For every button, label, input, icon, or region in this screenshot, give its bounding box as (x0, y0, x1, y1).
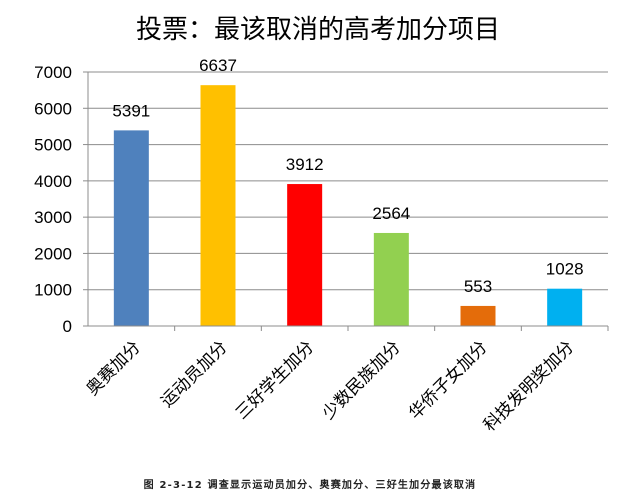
x-tick-label: 奥赛加分 (82, 337, 145, 400)
y-axis: 0 1000 2000 3000 4000 5000 6000 7000 (34, 63, 89, 336)
data-label: 553 (464, 277, 492, 296)
y-tick-label: 2000 (34, 244, 72, 263)
data-label: 6637 (199, 56, 237, 75)
figure-caption: 图 2-3-12 调查显示运动员加分、奥赛加分、三好生加分最该取消 (143, 480, 477, 491)
y-tick-label: 3000 (34, 208, 72, 227)
y-tick-label: 4000 (34, 172, 72, 191)
y-tick-label: 1000 (34, 281, 72, 300)
x-tick-label: 华侨子女加分 (405, 337, 491, 423)
chart-title: 投票：最该取消的高考加分项目 (136, 15, 500, 45)
y-tick-label: 7000 (34, 63, 72, 82)
gridlines (88, 71, 608, 291)
y-tick-label: 5000 (34, 136, 72, 155)
bar (373, 232, 409, 326)
data-label: 5391 (112, 101, 150, 120)
x-tick-label: 运动员加分 (157, 337, 231, 411)
bar (200, 85, 236, 326)
data-label: 1028 (546, 260, 584, 279)
bar-chart: 投票：最该取消的高考加分项目 0 1000 2000 3000 4000 5000 6000… (34, 15, 609, 436)
bar (113, 130, 149, 326)
bar (460, 305, 496, 326)
x-tick-label: 少数民族加分 (319, 337, 405, 423)
x-tick-label: 科技发明奖加分 (480, 337, 578, 435)
x-tick-label: 三好学生加分 (232, 337, 318, 423)
bar (547, 288, 583, 326)
bars: 5391 6637 3912 2564 553 1028 (112, 56, 584, 326)
y-tick-label: 6000 (34, 99, 72, 118)
bar (287, 184, 323, 326)
data-label: 3912 (286, 155, 324, 174)
y-tick-label: 0 (63, 317, 72, 336)
data-label: 2564 (372, 204, 410, 223)
